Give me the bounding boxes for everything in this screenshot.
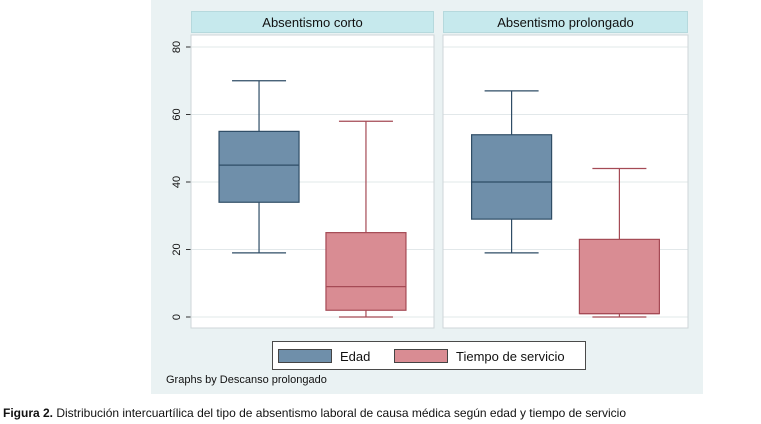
legend-swatch-edad (278, 349, 332, 363)
legend-item-edad: Edad (278, 348, 370, 364)
panel2-box-edad-iqr (471, 134, 553, 220)
legend-swatch-tiempo-de-servicio (394, 349, 448, 363)
panel-title-absentismo-prolongado: Absentismo prolongado (443, 11, 688, 33)
y-tick-label: 40 (171, 176, 183, 188)
y-tick-label: 80 (171, 41, 183, 53)
plot-frame-1 (190, 34, 435, 329)
figure-caption: Figura 2. Distribución intercuartílica d… (3, 406, 626, 420)
y-tick-label: 60 (171, 108, 183, 120)
legend-label-edad: Edad (340, 348, 371, 364)
caption-text: Distribución intercuartílica del tipo de… (53, 406, 626, 420)
legend-item-tiempo-de-servicio: Tiempo de servicio (394, 348, 565, 364)
y-tick-label: 0 (171, 314, 183, 320)
caption-label: Figura 2. (3, 406, 54, 420)
plot-frame-2 (442, 34, 689, 329)
facet-note: Graphs by Descanso prolongado (166, 374, 327, 386)
legend-label-tiempo-de-servicio: Tiempo de servicio (456, 348, 565, 364)
legend: Edad Tiempo de servicio (272, 341, 586, 370)
y-tick-label: 20 (171, 243, 183, 255)
panel-title-absentismo-corto: Absentismo corto (191, 11, 434, 33)
panel1-box-tiempo-de-servicio-iqr (325, 232, 407, 311)
panel2-box-tiempo-de-servicio-iqr (578, 238, 661, 315)
panel1-box-edad-iqr (218, 130, 300, 203)
